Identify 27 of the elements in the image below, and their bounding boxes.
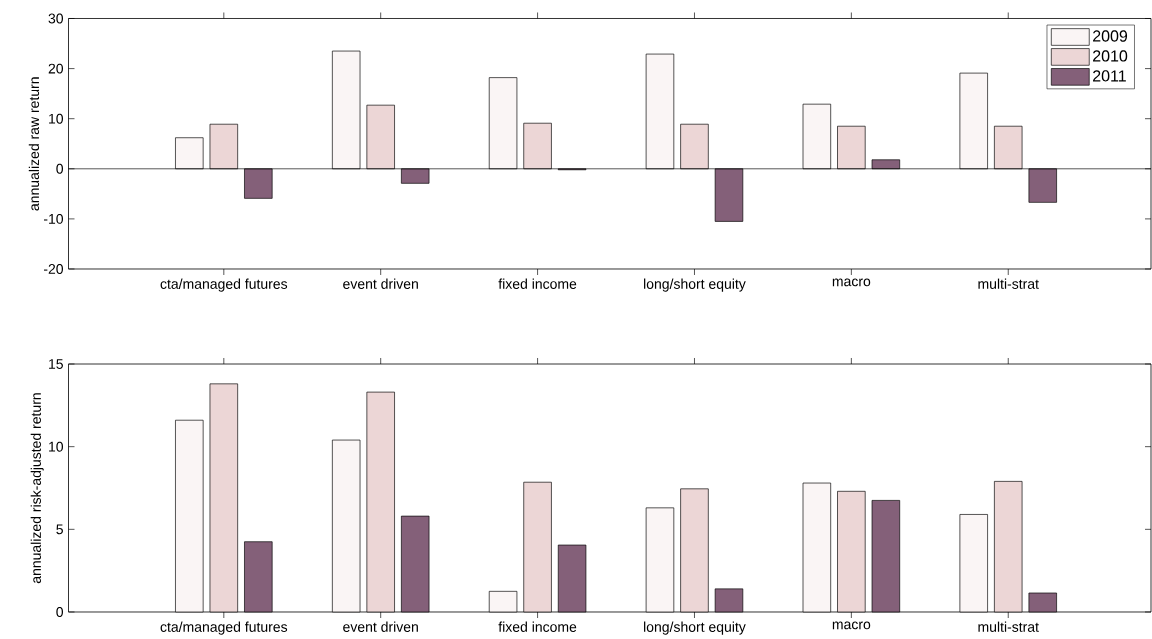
x-tick-label: long/short equity bbox=[644, 621, 746, 635]
y-axis-title: annualized risk-adjusted return bbox=[30, 393, 44, 584]
y-tick-label: 5 bbox=[56, 524, 63, 535]
x-tick-label: event driven bbox=[343, 278, 418, 289]
x-tick-label: cta/managed futures bbox=[160, 278, 288, 292]
y-tick-label: 10 bbox=[49, 441, 64, 452]
y-tick-label: 20 bbox=[48, 63, 64, 74]
y-tick-label: 10 bbox=[49, 113, 64, 124]
y-tick-label: 0 bbox=[56, 163, 64, 174]
x-tick-label: fixed income bbox=[498, 278, 577, 289]
legend-label: 2011 bbox=[1093, 70, 1126, 82]
x-tick-label: fixed income bbox=[498, 621, 577, 632]
legend-label: 2010 bbox=[1093, 50, 1128, 62]
x-tick-label: multi-strat bbox=[978, 278, 1039, 289]
y-tick-label: 0 bbox=[56, 607, 64, 617]
x-tick-label: macro bbox=[832, 278, 871, 287]
y-tick-label: -20 bbox=[43, 264, 64, 274]
x-tick-label: multi-strat bbox=[978, 621, 1039, 632]
x-tick-label: event driven bbox=[343, 621, 418, 632]
y-axis-title: annualized raw return bbox=[28, 77, 40, 211]
legend-label: 2009 bbox=[1093, 30, 1128, 42]
y-tick-label: -10 bbox=[43, 213, 64, 224]
x-tick-label: cta/managed futures bbox=[160, 621, 288, 635]
y-tick-label: 15 bbox=[49, 359, 63, 369]
x-tick-label: macro bbox=[832, 621, 871, 630]
y-tick-label: 30 bbox=[48, 13, 64, 24]
x-tick-label: long/short equity bbox=[644, 278, 746, 292]
